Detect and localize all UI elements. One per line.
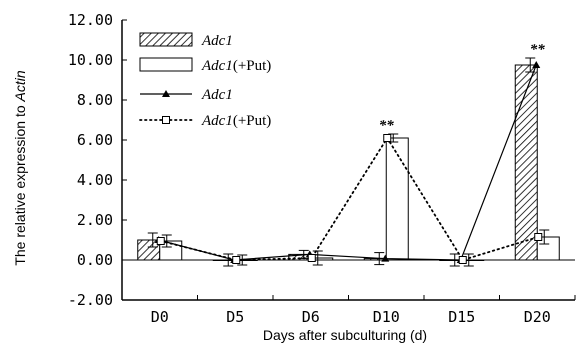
legend-swatch-hatched <box>139 32 193 47</box>
marker-square <box>307 254 316 262</box>
lines <box>154 61 543 264</box>
y-tick-label: 10.00 <box>68 51 113 69</box>
marker-triangle <box>532 61 541 68</box>
legend-swatch-open <box>139 57 193 72</box>
bars <box>137 64 560 261</box>
significance-label: ** <box>379 118 395 134</box>
marker-square <box>232 256 241 264</box>
legend-label: Adc1(+Put) <box>201 58 271 74</box>
marker-square <box>156 237 165 245</box>
legend-label: Adc1(+Put) <box>201 113 271 129</box>
x-tick-label: D20 <box>524 308 551 326</box>
marker-square <box>534 233 543 241</box>
marker-square <box>383 134 392 142</box>
annotations: ** ** <box>379 42 546 134</box>
y-tick-label: -2.00 <box>68 291 113 309</box>
error-bars <box>147 57 550 267</box>
bar-adc1-put <box>385 137 409 261</box>
legend-label: Adc1 <box>201 87 233 103</box>
y-axis-title: The relative expression to Actin <box>12 70 28 266</box>
y-tick-label: 12.00 <box>68 11 113 29</box>
y-tick-label: 2.00 <box>77 211 113 229</box>
x-tick-label: D15 <box>448 308 475 326</box>
significance-label: ** <box>530 42 546 58</box>
x-tick-label: D10 <box>373 308 400 326</box>
x-tick-label: D5 <box>226 308 244 326</box>
bar-adc1 <box>514 64 538 261</box>
line-adc1 <box>158 64 537 261</box>
x-tick-label: D0 <box>151 308 169 326</box>
line-adc1-put <box>159 136 540 262</box>
marker-triangle <box>381 254 390 262</box>
marker-square <box>458 256 467 264</box>
legend-label: Adc1 <box>201 33 233 49</box>
y-tick-label: 0.00 <box>77 251 113 269</box>
x-tick-label: D6 <box>302 308 320 326</box>
y-tick-label: 8.00 <box>77 91 113 109</box>
legend-marker-square <box>162 116 170 124</box>
legend-marker-triangle <box>162 90 170 97</box>
axes: -2.00 0.00 2.00 4.00 6.00 8.00 10.00 12.00 D0 D5 D… <box>68 11 576 326</box>
x-axis-title: Days after subculturing (d) <box>263 327 427 343</box>
legend: Adc1 Adc1(+Put) Adc1 Adc1(+Put) <box>139 32 271 129</box>
y-tick-label: 4.00 <box>77 171 113 189</box>
bar-adc1-put <box>536 236 560 261</box>
y-tick-label: 6.00 <box>77 131 113 149</box>
